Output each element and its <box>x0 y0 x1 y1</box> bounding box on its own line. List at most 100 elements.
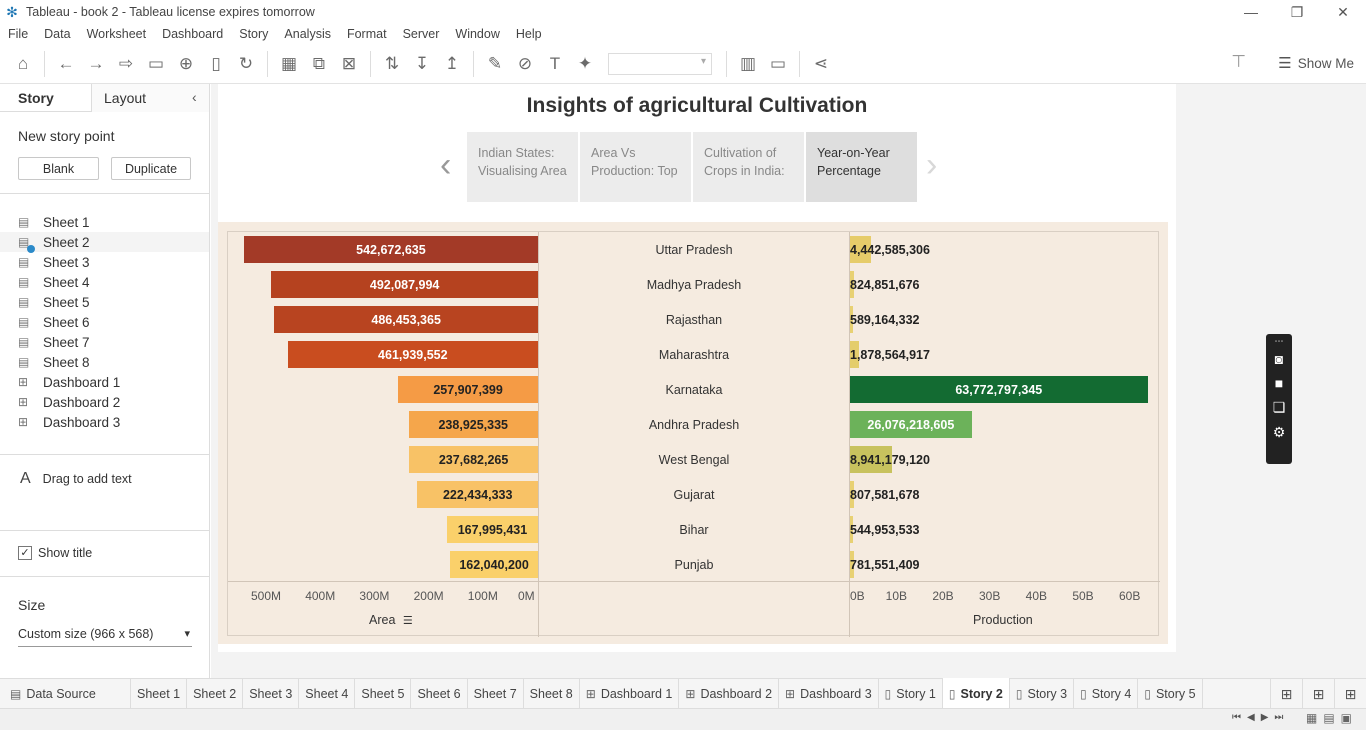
menu-server[interactable]: Server <box>402 27 440 41</box>
sheet-tab[interactable]: Sheet 5 <box>355 678 412 709</box>
state-label[interactable]: Punjab <box>674 557 714 572</box>
state-label[interactable]: Maharashtra <box>658 347 730 362</box>
sheet-list-item[interactable]: ⊞ Dashboard 3 <box>0 412 209 432</box>
sheet-navigation-icon[interactable]: ⏮◀▶⏭ <box>1232 712 1290 723</box>
menu-analysis[interactable]: Analysis <box>284 27 331 41</box>
sheet-list-item[interactable]: ▤ Sheet 2 <box>0 232 209 253</box>
tab-story[interactable]: Story <box>0 84 92 112</box>
share-icon[interactable]: ⋖ <box>813 53 829 73</box>
sheet-tab[interactable]: ⊞ Dashboard 3 <box>779 678 879 709</box>
view-mode-icon[interactable]: ▦▤▣ <box>1306 711 1359 725</box>
sheet-tab[interactable]: ▯ Story 4 <box>1074 678 1139 709</box>
area-bar[interactable]: 492,087,994 <box>271 271 538 298</box>
menu-help[interactable]: Help <box>515 27 542 41</box>
sheet-list-item[interactable]: ▤ Sheet 7 <box>0 332 209 352</box>
save-icon[interactable]: ▭ <box>147 53 165 73</box>
video-camera-icon[interactable]: ■ <box>1274 375 1284 391</box>
clear-sheet-icon[interactable]: ⊠ <box>341 53 357 73</box>
area-bar[interactable]: 237,682,265 <box>409 446 538 473</box>
labels-icon[interactable]: T <box>549 53 561 73</box>
sheet-tab[interactable]: ⊞ Dashboard 2 <box>679 678 780 709</box>
settings-gear-icon[interactable]: ⚙ <box>1272 424 1286 440</box>
production-bar[interactable] <box>850 481 854 508</box>
tab-layout[interactable]: Layout <box>92 84 209 112</box>
production-bar[interactable] <box>850 376 1148 403</box>
area-bar[interactable]: 238,925,335 <box>408 411 538 438</box>
camera-icon[interactable]: ◙ <box>1274 351 1284 367</box>
story-point-4[interactable]: Year-on-Year Percentage <box>806 132 917 202</box>
new-data-source-icon[interactable]: ⊕ <box>178 53 194 73</box>
story-point-2[interactable]: Area Vs Production: Top <box>580 132 691 202</box>
area-bar[interactable]: 167,995,431 <box>446 516 538 543</box>
presentation-mode-icon[interactable]: ▭ <box>769 53 787 73</box>
fit-dropdown[interactable] <box>608 52 712 75</box>
area-bar[interactable]: 542,672,635 <box>243 236 538 263</box>
undo-icon[interactable]: ← <box>57 53 75 73</box>
home-icon[interactable]: ⌂ <box>17 53 29 73</box>
replay-icon[interactable]: ⇨ <box>118 53 134 73</box>
production-bar[interactable] <box>850 271 854 298</box>
state-label[interactable]: Rajasthan <box>665 312 723 327</box>
production-bar[interactable] <box>850 411 972 438</box>
sheet-tab[interactable]: Sheet 1 <box>131 678 188 709</box>
redo-icon[interactable]: → <box>87 53 105 73</box>
area-bar[interactable]: 162,040,200 <box>450 551 538 578</box>
state-label[interactable]: West Bengal <box>658 452 730 467</box>
story-point-1[interactable]: Indian States: Visualising Area <box>467 132 578 202</box>
menu-format[interactable]: Format <box>346 27 387 41</box>
sheet-list-item[interactable]: ▤ Sheet 6 <box>0 312 209 332</box>
state-label[interactable]: Uttar Pradesh <box>655 242 733 257</box>
new-dashboard-tab-icon[interactable]: ⊞ <box>1302 679 1334 709</box>
production-bar[interactable] <box>850 341 859 368</box>
state-label[interactable]: Madhya Pradesh <box>646 277 742 292</box>
size-dropdown[interactable]: Custom size (966 x 568) <box>18 627 192 647</box>
show-title-checkbox[interactable]: ✓ Show title <box>18 546 92 560</box>
previous-story-point-icon[interactable]: ‹ <box>440 146 452 184</box>
sheet-tab[interactable]: ▯ Story 3 <box>1010 678 1075 709</box>
area-bar[interactable]: 461,939,552 <box>287 341 538 368</box>
sheet-tab[interactable]: ▯ Story 2 <box>942 678 1010 709</box>
production-bar[interactable] <box>850 551 854 578</box>
sheet-tab[interactable]: ▯ Story 1 <box>879 678 943 709</box>
sheet-list-item[interactable]: ▤ Sheet 4 <box>0 272 209 292</box>
duplicate-sheet-icon[interactable]: ⧉ <box>312 53 326 73</box>
area-bar[interactable]: 222,434,333 <box>417 481 538 508</box>
drag-to-add-text[interactable]: A Drag to add text <box>20 470 132 488</box>
menu-story[interactable]: Story <box>239 27 269 41</box>
next-story-point-icon[interactable]: › <box>926 146 938 184</box>
area-bar[interactable]: 257,907,399 <box>398 376 538 403</box>
sort-icon[interactable]: ☰ <box>402 615 413 627</box>
refresh-icon[interactable]: ↻ <box>238 53 254 73</box>
state-label[interactable]: Andhra Pradesh <box>648 417 740 432</box>
production-bar[interactable] <box>850 236 871 263</box>
show-me-button[interactable]: ☰ Show Me <box>1278 54 1354 72</box>
sheet-tab[interactable]: Sheet 2 <box>187 678 244 709</box>
sheet-list-item[interactable]: ⊞ Dashboard 1 <box>0 372 209 392</box>
menu-data[interactable]: Data <box>44 27 71 41</box>
close-icon[interactable]: ✕ <box>1337 3 1349 20</box>
sort-descending-icon[interactable]: ↥ <box>444 53 460 73</box>
new-worksheet-icon[interactable]: ▦ <box>280 53 298 73</box>
sheet-tab[interactable]: ▯ Story 5 <box>1138 678 1203 709</box>
sheet-list-item[interactable]: ▤ Sheet 8 <box>0 352 209 372</box>
sheet-tab[interactable]: Sheet 7 <box>468 678 524 709</box>
new-worksheet-tab-icon[interactable]: ⊞ <box>1270 679 1302 709</box>
minimize-icon[interactable]: — <box>1244 4 1258 20</box>
menu-worksheet[interactable]: Worksheet <box>86 27 147 41</box>
pause-auto-updates-icon[interactable]: ▯ <box>211 53 221 73</box>
state-label[interactable]: Gujarat <box>673 487 715 502</box>
restore-icon[interactable]: ❐ <box>1290 3 1304 20</box>
highlight-icon[interactable]: ✎ <box>487 53 503 73</box>
swap-icon[interactable]: ⇅ <box>384 53 400 73</box>
new-story-tab-icon[interactable]: ⊞ <box>1334 679 1366 709</box>
sort-ascending-icon[interactable]: ↧ <box>414 53 430 73</box>
sheet-list-item[interactable]: ▤ Sheet 3 <box>0 252 209 272</box>
state-label[interactable]: Bihar <box>679 522 709 537</box>
sheet-tab[interactable]: Sheet 6 <box>411 678 468 709</box>
sheet-tab[interactable]: ⊞ Dashboard 1 <box>580 678 680 709</box>
sheet-tab[interactable]: Sheet 8 <box>524 678 580 709</box>
sheet-tab[interactable]: Sheet 3 <box>243 678 300 709</box>
production-bar[interactable] <box>850 516 853 543</box>
menu-window[interactable]: Window <box>455 27 500 41</box>
menu-dashboard[interactable]: Dashboard <box>162 27 224 41</box>
